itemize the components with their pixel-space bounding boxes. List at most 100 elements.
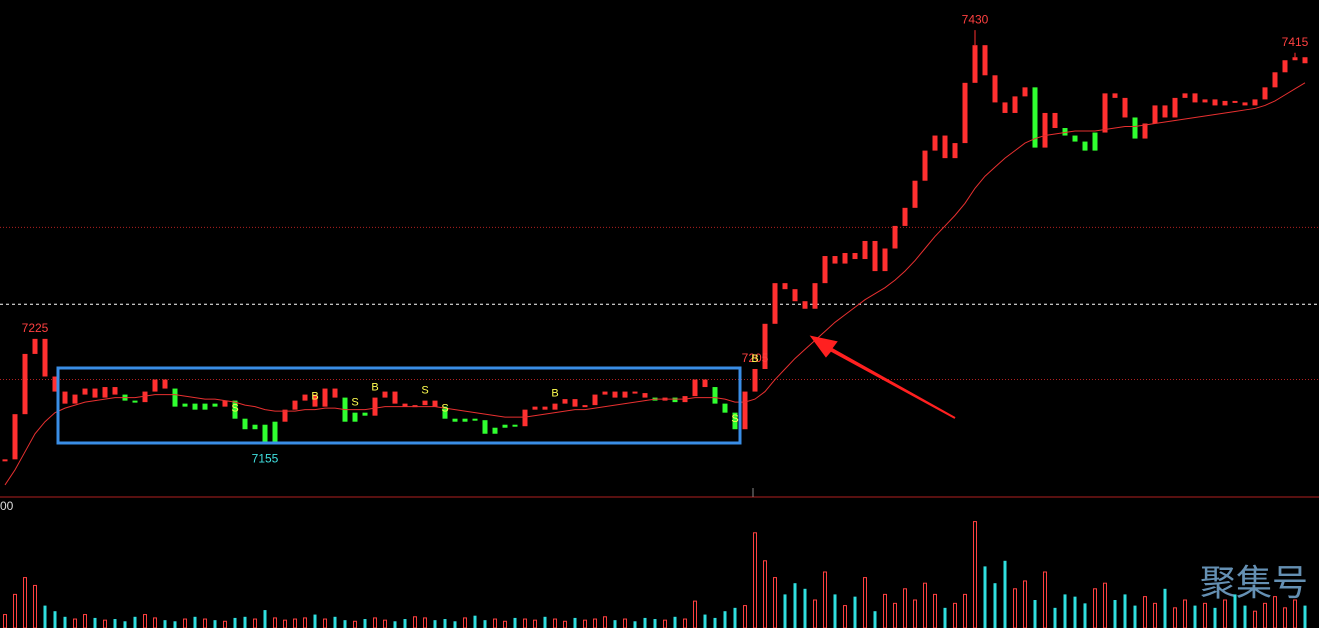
volume-bar: [1073, 596, 1077, 628]
candle: [1142, 123, 1148, 139]
volume-bar: [1173, 607, 1177, 628]
volume-bar: [593, 618, 597, 628]
signal-label: B: [751, 353, 758, 365]
volume-bar: [393, 621, 397, 628]
volume-bar: [373, 617, 377, 628]
candle: [1282, 60, 1288, 73]
candle: [522, 409, 528, 427]
candle: [392, 391, 398, 404]
volume-bar: [993, 583, 997, 628]
volume-bar: [203, 618, 207, 628]
volume-bar: [943, 607, 947, 628]
candle: [962, 82, 968, 144]
signal-label: B: [311, 391, 318, 403]
volume-bar: [1203, 602, 1207, 628]
candle: [872, 240, 878, 272]
candle: [1042, 112, 1048, 148]
volume-bar: [843, 605, 847, 628]
volume-bar: [1023, 580, 1027, 628]
signal-label: S: [231, 403, 238, 415]
high-label: 7415: [1282, 35, 1309, 49]
volume-bar: [353, 620, 357, 628]
candle: [282, 409, 288, 422]
volume-bar: [563, 620, 567, 628]
volume-bar: [23, 577, 27, 628]
candle: [82, 388, 88, 395]
volume-bar: [663, 619, 667, 628]
candle: [322, 388, 328, 407]
candle: [52, 376, 58, 392]
volume-bar: [553, 618, 557, 628]
candle: [992, 75, 998, 103]
candle: [1262, 87, 1268, 100]
volume-bar: [853, 596, 857, 628]
candle: [442, 406, 448, 419]
candle: [112, 387, 118, 395]
candle: [262, 424, 268, 445]
volume-bar: [1223, 599, 1227, 628]
volume-bar: [1043, 571, 1047, 628]
candle: [672, 397, 678, 403]
candle: [1002, 102, 1008, 113]
volume-bar: [453, 621, 457, 628]
candle: [542, 406, 548, 410]
volume-bar: [683, 618, 687, 628]
low-label: 7155: [252, 451, 279, 465]
volume-bar: [1103, 582, 1107, 628]
volume-bar: [823, 571, 827, 628]
volume-bar: [43, 605, 47, 628]
signal-label: S: [731, 413, 738, 425]
volume-bar: [303, 617, 307, 628]
candle: [952, 143, 958, 159]
volume-bar: [733, 607, 737, 628]
candle: [602, 391, 608, 395]
volume-bar: [143, 614, 147, 628]
candle: [452, 418, 458, 422]
highlight-box: [56, 366, 742, 445]
candle: [742, 391, 748, 430]
volume-bar: [103, 619, 107, 628]
candle: [272, 421, 278, 445]
volume-bar: [903, 588, 907, 628]
volume-bar: [983, 566, 987, 628]
candle: [362, 412, 368, 416]
candle: [532, 406, 538, 410]
candle: [1212, 99, 1218, 106]
candle: [1072, 135, 1078, 142]
volume-bar: [83, 614, 87, 628]
candle: [882, 248, 888, 272]
candle: [2, 459, 8, 462]
volume-bar: [1093, 588, 1097, 628]
volume-bar: [193, 616, 197, 628]
candle: [812, 283, 818, 309]
candle: [552, 403, 558, 410]
high-label: 7430: [962, 12, 989, 26]
volume-bar: [1283, 607, 1287, 628]
volume-bar: [543, 616, 547, 628]
volume-bar: [1183, 599, 1187, 628]
volume-bar: [383, 619, 387, 628]
volume-bar: [213, 620, 217, 628]
volume-bar: [763, 560, 767, 628]
volume-bar: [503, 620, 507, 628]
volume-bar: [483, 620, 487, 628]
candle: [102, 387, 108, 398]
volume-bar: [533, 619, 537, 628]
candle: [1152, 105, 1158, 124]
candle: [1102, 93, 1108, 133]
candle: [242, 418, 248, 430]
volume-bar: [873, 611, 877, 628]
volume-bar: [1153, 602, 1157, 628]
candle: [1082, 141, 1088, 151]
volume-bar: [473, 615, 477, 628]
candle: [622, 391, 628, 398]
candle: [412, 405, 418, 408]
candle: [372, 397, 378, 416]
volume-bar: [323, 618, 327, 628]
volume-bar: [1083, 603, 1087, 628]
signal-label: B: [551, 388, 558, 400]
volume-bar: [1143, 596, 1147, 628]
volume-bar: [603, 616, 607, 628]
volume-bar: [953, 602, 957, 628]
